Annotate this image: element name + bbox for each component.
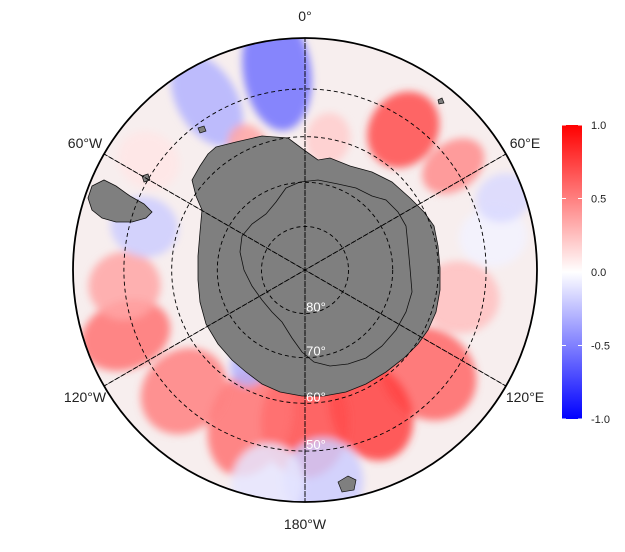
field-cell-3 xyxy=(422,138,485,194)
longitude-label: 180°W xyxy=(284,516,327,532)
island-small-3 xyxy=(437,97,445,105)
colorbar-ramp xyxy=(562,125,582,419)
longitude-label: 60°W xyxy=(68,135,103,151)
field-cell-1 xyxy=(170,54,244,147)
antarctica-landmass xyxy=(191,135,441,397)
map-border xyxy=(72,37,538,503)
longitude-label: 60°E xyxy=(510,135,541,151)
colorbar: 1.0 0.5 0.0 -0.5 -1.0 xyxy=(562,120,610,426)
island-small-2 xyxy=(197,125,207,134)
latitude-label: 50° xyxy=(306,437,326,452)
longitude-labels: 0° 60°E 120°E 180°W 120°W 60°W xyxy=(64,8,544,532)
colorbar-tick-label: 1.0 xyxy=(591,120,606,132)
meridian--60 xyxy=(103,153,507,387)
field-cell-12 xyxy=(88,251,161,320)
field-cell-20 xyxy=(475,173,532,223)
latitude-label: 60° xyxy=(306,389,326,404)
island-north xyxy=(337,475,357,493)
latitude-labels: 80° 70° 60° 50° xyxy=(306,300,326,453)
longitude-label: 0° xyxy=(298,8,311,24)
field-cell-4 xyxy=(459,206,527,267)
ice-shelf-coastline xyxy=(239,179,413,367)
latitude-label: 70° xyxy=(306,344,326,359)
field-cell-10 xyxy=(140,347,228,435)
latitude-label: 80° xyxy=(306,300,326,315)
graticule xyxy=(103,38,507,502)
field-cell-16 xyxy=(231,443,304,502)
parallel-50 xyxy=(123,88,487,452)
south-america-tip xyxy=(87,179,153,223)
parallel-60 xyxy=(171,136,439,404)
colorbar-tick-label: -0.5 xyxy=(591,341,610,353)
colorbar-tick-label: -1.0 xyxy=(591,414,610,426)
field-cell-2 xyxy=(367,91,440,168)
field-cell-11 xyxy=(80,299,171,371)
colorbar-tick-label: 0.0 xyxy=(591,267,606,279)
colorbar-tick-label: 0.5 xyxy=(591,194,606,206)
parallel-70 xyxy=(216,181,394,359)
longitude-label: 120°W xyxy=(64,389,107,405)
field-cell-14 xyxy=(117,131,180,190)
longitude-label: 120°E xyxy=(506,389,544,405)
